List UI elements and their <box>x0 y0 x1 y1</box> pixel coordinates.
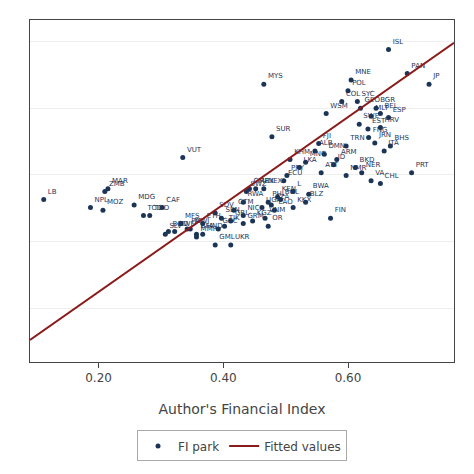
svg-text:GML: GML <box>219 233 234 241</box>
svg-text:KGZ: KGZ <box>257 209 272 217</box>
svg-text:CMR: CMR <box>254 177 270 185</box>
svg-text:0.20: 0.20 <box>85 371 112 385</box>
svg-text:ARM: ARM <box>341 148 357 156</box>
svg-text:KKX: KKX <box>297 196 311 204</box>
svg-text:LAO: LAO <box>279 198 294 206</box>
svg-text:MNG: MNG <box>310 150 327 158</box>
svg-text:VA: VA <box>375 169 384 177</box>
svg-text:MDG: MDG <box>138 193 155 201</box>
svg-text:GRL: GRL <box>235 209 249 217</box>
svg-text:TZA: TZA <box>274 193 289 201</box>
svg-text:ALB: ALB <box>319 139 333 147</box>
svg-text:BGR: BGR <box>380 96 395 104</box>
svg-text:UKR: UKR <box>235 233 250 241</box>
svg-text:MNE: MNE <box>355 68 371 76</box>
svg-text:EST: EST <box>372 117 386 125</box>
svg-text:BLZ: BLZ <box>310 190 324 198</box>
svg-text:ATT: ATT <box>325 161 338 169</box>
svg-text:PRT: PRT <box>416 161 430 169</box>
svg-text:BHS: BHS <box>395 134 410 142</box>
svg-text:JRN: JRN <box>378 131 391 139</box>
svg-text:Fitted values: Fitted values <box>264 440 341 454</box>
svg-text:NIC: NIC <box>247 204 259 212</box>
svg-text:MYS: MYS <box>268 72 283 80</box>
svg-text:L: L <box>297 180 301 188</box>
svg-text:ETH: ETH <box>207 212 221 220</box>
svg-text:GCC: GCC <box>222 217 237 225</box>
svg-text:BGD: BGD <box>173 220 189 228</box>
svg-text:NEX: NEX <box>268 177 283 185</box>
svg-text:OR: OR <box>272 214 283 222</box>
svg-text:0.60: 0.60 <box>335 371 362 385</box>
svg-text:PHL: PHL <box>272 190 285 198</box>
svg-text:FJI: FJI <box>323 132 331 140</box>
svg-text:PRY: PRY <box>291 164 305 172</box>
svg-text:ISL: ISL <box>393 38 404 46</box>
svg-text:RWA: RWA <box>247 190 263 198</box>
svg-text:FNG: FNG <box>373 126 388 134</box>
svg-text:REX: REX <box>260 177 274 185</box>
svg-text:HRV: HRV <box>385 116 400 124</box>
svg-text:BEL: BEL <box>385 102 398 110</box>
svg-text:WSM: WSM <box>330 102 347 110</box>
svg-text:SWZ: SWZ <box>250 180 266 188</box>
svg-text:ZMB: ZMB <box>109 180 125 188</box>
svg-text:JP: JP <box>432 72 439 80</box>
svg-text:NER: NER <box>366 161 381 169</box>
svg-text:ZWE: ZWE <box>179 220 195 228</box>
svg-text:NPL: NPL <box>95 196 108 204</box>
svg-text:TCD: TCD <box>147 204 162 212</box>
svg-text:CAF: CAF <box>166 196 180 204</box>
svg-text:MFS: MFS <box>185 212 200 220</box>
svg-text:0.40: 0.40 <box>210 371 237 385</box>
svg-text:SUR: SUR <box>276 125 291 133</box>
svg-text:BKD: BKD <box>360 156 375 164</box>
svg-text:DMN: DMN <box>328 142 345 150</box>
svg-text:BFA: BFA <box>201 222 214 230</box>
svg-text:TRN: TRN <box>349 134 364 142</box>
svg-text:ID: ID <box>338 153 345 161</box>
svg-text:GEO: GEO <box>365 96 381 104</box>
svg-text:TJK: TJK <box>228 214 240 222</box>
svg-text:SWE: SWE <box>363 112 379 120</box>
svg-text:GTM: GTM <box>238 198 254 206</box>
svg-text:PAN: PAN <box>411 62 425 70</box>
svg-text:ESP: ESP <box>393 106 406 114</box>
svg-text:Author's Financial Index: Author's Financial Index <box>158 401 325 417</box>
svg-text:KHM: KHM <box>294 148 310 156</box>
svg-text:CHL: CHL <box>385 172 399 180</box>
svg-text:FIN: FIN <box>335 206 346 214</box>
svg-text:VNM: VNM <box>269 206 285 214</box>
svg-text:ECU: ECU <box>288 169 302 177</box>
svg-text:MLT: MLT <box>375 104 389 112</box>
svg-text:SYC: SYC <box>361 90 374 98</box>
svg-text:MMR: MMR <box>201 225 218 233</box>
svg-text:BWA: BWA <box>313 182 329 190</box>
svg-text:PAK: PAK <box>191 217 205 225</box>
svg-text:BOL: BOL <box>285 188 299 196</box>
svg-text:SEN: SEN <box>226 206 240 214</box>
svg-text:GRM: GRM <box>247 212 263 220</box>
svg-text:LKA: LKA <box>303 156 316 164</box>
svg-text:MWI: MWI <box>194 217 209 225</box>
svg-text:SDV: SDV <box>219 201 234 209</box>
svg-text:VUT: VUT <box>187 146 202 154</box>
svg-text:UGA: UGA <box>266 196 282 204</box>
svg-text:FI park: FI park <box>178 440 219 454</box>
svg-text:MAR: MAR <box>112 177 128 185</box>
svg-text:HND: HND <box>207 222 223 230</box>
svg-text:NMR: NMR <box>350 164 366 172</box>
svg-text:MOZ: MOZ <box>107 198 124 206</box>
svg-text:COL: COL <box>346 90 360 98</box>
svg-text:TOD: TOD <box>153 204 169 212</box>
svg-text:LB: LB <box>48 188 57 196</box>
svg-text:ITA: ITA <box>388 139 399 147</box>
svg-text:POL: POL <box>352 79 366 87</box>
svg-text:KEN: KEN <box>282 185 296 193</box>
svg-text:SLV: SLV <box>169 222 182 230</box>
